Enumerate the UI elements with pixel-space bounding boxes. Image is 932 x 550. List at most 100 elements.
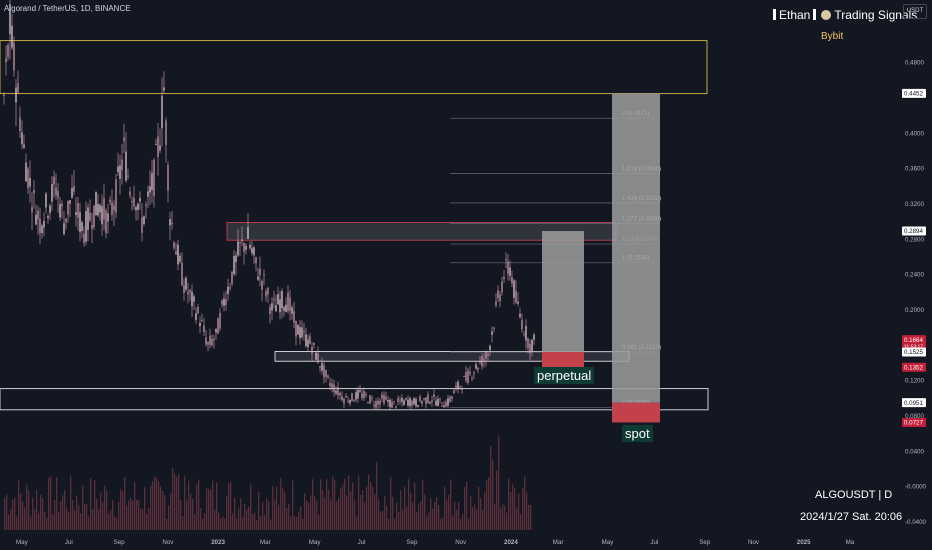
volume-bar bbox=[318, 514, 320, 530]
box-perpetual-profit bbox=[542, 231, 584, 352]
volume-bar bbox=[194, 514, 196, 530]
volume-bar bbox=[488, 477, 490, 530]
volume-bar bbox=[482, 509, 484, 530]
volume-bar bbox=[246, 509, 248, 530]
volume-bar bbox=[292, 480, 294, 530]
candle-body bbox=[147, 191, 149, 197]
candle-body bbox=[25, 162, 27, 182]
volume-bar bbox=[114, 515, 116, 530]
zones bbox=[0, 40, 709, 411]
x-axis: May Jul Sep Nov 2023 Mar May Jul Sep Nov 2024 Mar Ma… bbox=[16, 539, 855, 546]
volume-bar bbox=[454, 501, 456, 530]
volume-bar bbox=[322, 490, 324, 530]
candle-body bbox=[397, 398, 399, 402]
x-tick-label: 2024 bbox=[504, 539, 518, 546]
candle-body bbox=[405, 398, 407, 400]
volume-bar bbox=[228, 482, 230, 530]
candle-body bbox=[23, 144, 25, 148]
candle-body bbox=[189, 290, 191, 293]
candle-body bbox=[369, 395, 371, 404]
volume-bar bbox=[88, 516, 90, 530]
candle-body bbox=[327, 375, 329, 378]
candle-body bbox=[401, 397, 403, 402]
volume-bar bbox=[528, 504, 530, 530]
symbol-header[interactable]: Algorand / TetherUS, 1D, BINANCE bbox=[4, 4, 131, 13]
candle-body bbox=[313, 343, 315, 345]
volume-bar bbox=[196, 484, 198, 530]
candle-body bbox=[471, 377, 473, 379]
candle-body bbox=[463, 376, 465, 377]
candle-body bbox=[203, 325, 205, 332]
y-tick-label: 0.3600 bbox=[905, 166, 924, 173]
volume-bar bbox=[110, 509, 112, 530]
candle-body bbox=[49, 205, 51, 213]
candle-body bbox=[199, 322, 201, 327]
candle-body bbox=[59, 204, 61, 218]
volume-bar bbox=[216, 482, 218, 530]
candle-body bbox=[83, 234, 85, 244]
candle-body bbox=[209, 335, 211, 345]
volume-bar bbox=[284, 491, 286, 530]
candle-body bbox=[263, 274, 265, 276]
x-tick-label: Sep bbox=[406, 539, 418, 546]
candle-body bbox=[391, 402, 393, 408]
volume-bar bbox=[70, 475, 72, 530]
candle-body bbox=[449, 397, 451, 402]
volume-bar bbox=[20, 493, 22, 530]
candle-body bbox=[513, 280, 515, 298]
volume-bar bbox=[226, 495, 228, 530]
candle-body bbox=[305, 334, 307, 346]
volume-bar bbox=[392, 496, 394, 530]
candle-body bbox=[347, 400, 349, 402]
volume-bar bbox=[356, 516, 358, 530]
volume-bar bbox=[46, 517, 48, 530]
candle-body bbox=[69, 200, 71, 204]
price-tag-text: 0.0727 bbox=[904, 420, 923, 427]
candle-body bbox=[317, 353, 319, 363]
candle-body bbox=[117, 166, 119, 173]
x-tick-label: 2025 bbox=[797, 539, 811, 546]
candle-body bbox=[269, 306, 271, 314]
x-tick-label: May bbox=[309, 539, 322, 546]
volume-bar bbox=[276, 486, 278, 530]
candle-body bbox=[309, 336, 311, 344]
y-tick-label: -0.0000 bbox=[905, 484, 927, 491]
bar-icon bbox=[773, 9, 776, 20]
volume-bar bbox=[384, 496, 386, 530]
x-tick-label: Nov bbox=[455, 539, 467, 546]
candle-body bbox=[105, 210, 107, 233]
candle-body bbox=[107, 213, 109, 222]
currency-button[interactable]: USDT bbox=[903, 4, 927, 19]
volume-bar bbox=[132, 500, 134, 530]
volume-bar bbox=[442, 517, 444, 530]
volume-bar bbox=[492, 459, 494, 530]
candle-body bbox=[215, 328, 217, 333]
candle-body bbox=[491, 331, 493, 335]
volume-bar bbox=[122, 490, 124, 530]
candle-body bbox=[381, 394, 383, 399]
candle-body bbox=[275, 305, 277, 312]
volume-bar bbox=[316, 501, 318, 530]
candle-body bbox=[195, 313, 197, 321]
candle-body bbox=[177, 244, 179, 265]
bar-icon bbox=[813, 9, 817, 20]
volume-bar bbox=[446, 499, 448, 530]
volume-bar bbox=[198, 479, 200, 530]
candle-body bbox=[193, 296, 195, 302]
candle-body bbox=[299, 327, 301, 339]
volume-bar bbox=[164, 495, 166, 530]
symbol-watermark: ALGOUSDT | D bbox=[815, 489, 893, 501]
volume-bar bbox=[280, 478, 282, 530]
y-tick-label: 0.4000 bbox=[905, 130, 924, 137]
candle-body bbox=[337, 387, 339, 396]
volume-bar bbox=[480, 497, 482, 530]
volume-bar bbox=[498, 435, 500, 530]
volume-bar bbox=[10, 509, 12, 530]
box-spot-profit bbox=[612, 93, 660, 403]
candle-body bbox=[289, 297, 291, 311]
volume-bar bbox=[186, 499, 188, 530]
volume-bar bbox=[148, 507, 150, 530]
candle-body bbox=[257, 276, 259, 280]
volume-bar bbox=[232, 513, 234, 530]
